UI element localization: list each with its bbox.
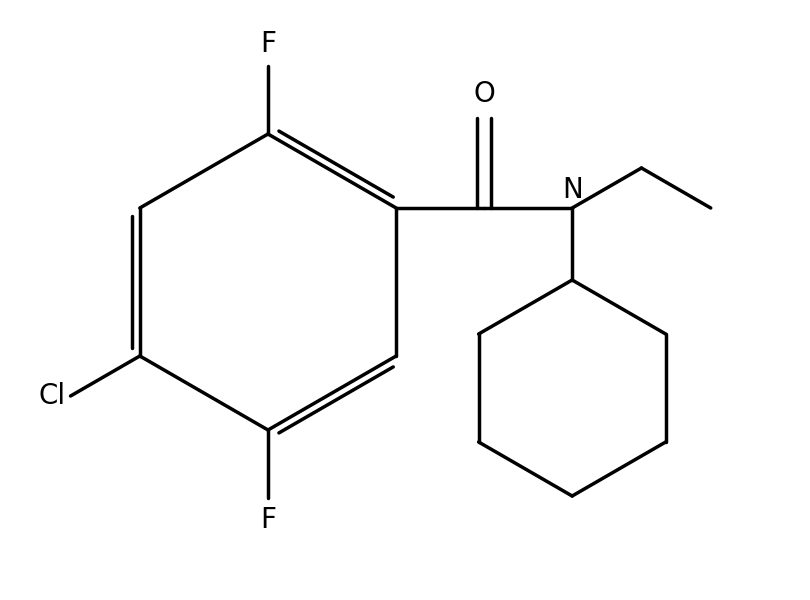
Text: O: O [473, 80, 495, 108]
Text: F: F [260, 30, 276, 58]
Text: Cl: Cl [38, 382, 66, 410]
Text: N: N [562, 176, 582, 204]
Text: F: F [260, 506, 276, 534]
